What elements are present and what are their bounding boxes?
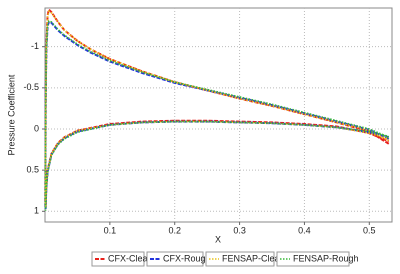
x-tick-label: 0.4	[298, 225, 311, 235]
x-tick-label: 0.1	[104, 225, 117, 235]
series-line	[44, 20, 390, 211]
x-tick-label: 0.3	[233, 225, 246, 235]
x-tick-label: 0.2	[168, 225, 181, 235]
plot-frame	[44, 7, 393, 223]
y-tick-label: -0.5	[23, 82, 39, 92]
legend-label: FENSAP-Rough	[293, 253, 359, 263]
x-tick-label: 0.5	[363, 225, 376, 235]
y-tick-label: -1	[31, 41, 39, 51]
x-axis-label: X	[215, 234, 221, 244]
y-tick-label: 1	[34, 206, 39, 216]
y-tick-label: 0	[34, 123, 39, 133]
legend-box	[146, 251, 204, 267]
legend-label: CFX-Clean	[108, 253, 153, 263]
legend-label: CFX-Rough	[163, 253, 211, 263]
y-tick-label: 0.5	[26, 165, 39, 175]
legend-box	[276, 251, 350, 267]
legend-label: FENSAP-Clean	[222, 253, 285, 263]
y-axis-label: Pressure Coefficient	[6, 74, 16, 155]
legend-box	[205, 251, 275, 267]
legend-box	[91, 251, 145, 267]
